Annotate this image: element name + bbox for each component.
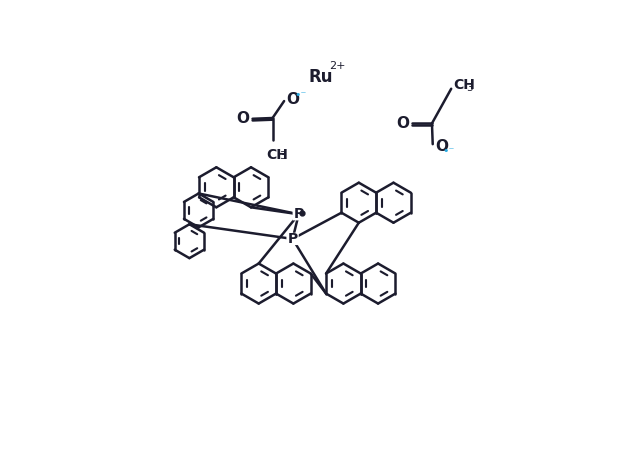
Text: 2+: 2+ <box>330 61 346 71</box>
Text: P: P <box>294 207 304 221</box>
Text: CH: CH <box>266 148 288 162</box>
Text: 3: 3 <box>280 151 286 161</box>
Text: O: O <box>287 92 300 107</box>
Text: Ru: Ru <box>308 68 333 86</box>
Text: O: O <box>396 116 409 131</box>
FancyBboxPatch shape <box>292 208 305 220</box>
Text: O: O <box>435 139 448 154</box>
Text: O: O <box>236 111 250 126</box>
Text: •⁻: •⁻ <box>294 90 307 100</box>
Text: P: P <box>287 232 298 246</box>
Text: •⁻: •⁻ <box>443 146 455 156</box>
Text: CH: CH <box>454 78 476 92</box>
FancyBboxPatch shape <box>287 233 299 245</box>
Text: 3: 3 <box>467 83 473 93</box>
